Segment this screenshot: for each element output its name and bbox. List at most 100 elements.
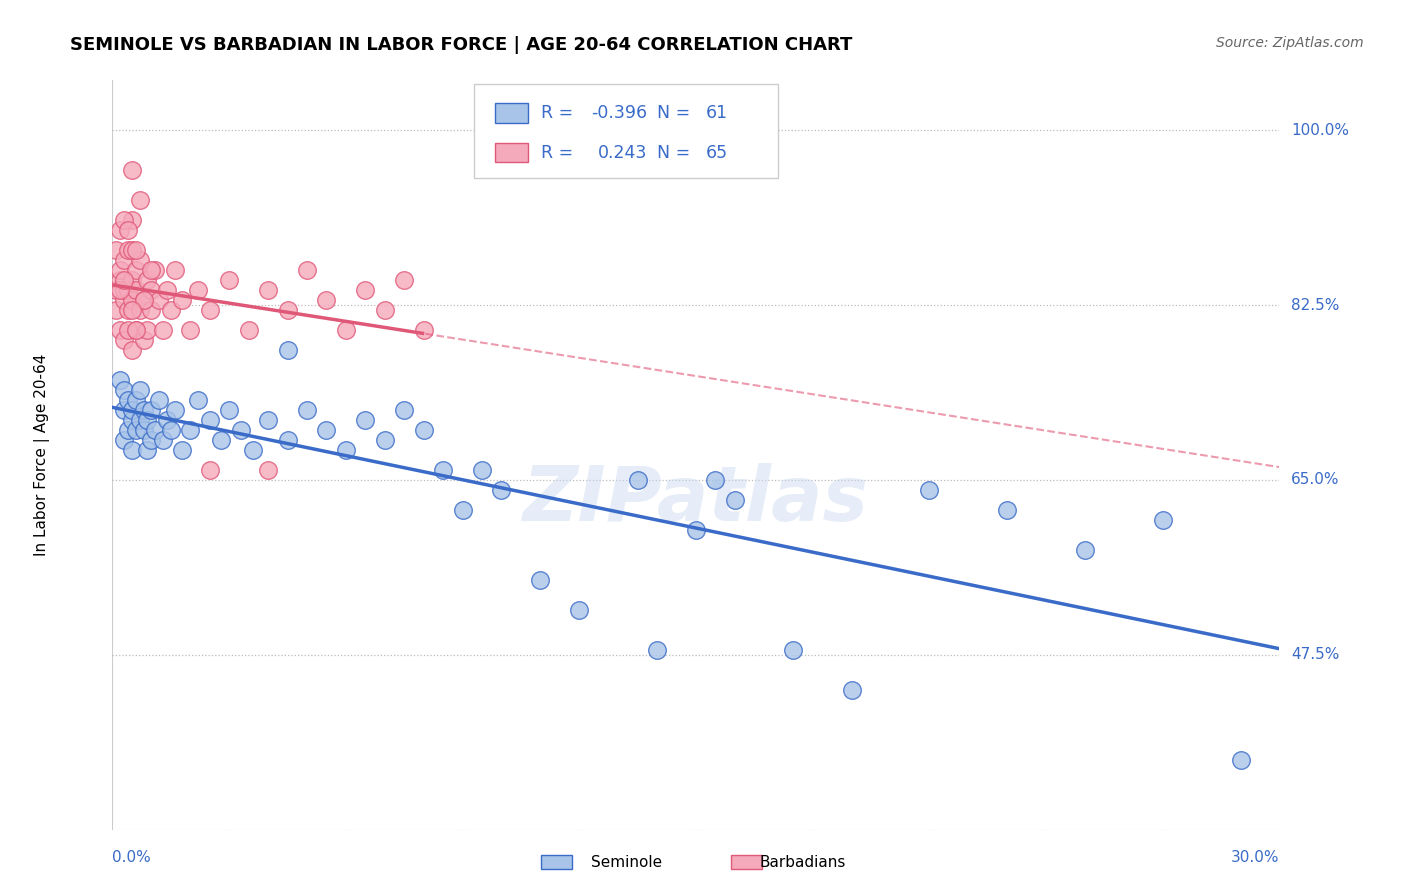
Point: [152, 323, 174, 337]
Point: [117, 303, 139, 318]
Point: [141, 303, 163, 318]
Point: [198, 463, 221, 477]
Point: [141, 433, 163, 447]
Point: [112, 383, 135, 397]
Point: [112, 333, 135, 347]
Point: [242, 442, 264, 457]
Text: Seminole: Seminole: [591, 855, 662, 870]
Point: [412, 423, 434, 437]
Point: [128, 193, 150, 207]
Point: [163, 263, 186, 277]
FancyBboxPatch shape: [474, 84, 778, 178]
Text: 82.5%: 82.5%: [1291, 298, 1340, 312]
Point: [112, 213, 135, 227]
Point: [724, 492, 747, 507]
Point: [141, 403, 163, 417]
Point: [257, 283, 280, 297]
Point: [412, 323, 434, 337]
Text: 65.0%: 65.0%: [1291, 473, 1340, 487]
Point: [128, 303, 150, 318]
Text: ZIPatlas: ZIPatlas: [523, 463, 869, 537]
Point: [110, 373, 132, 387]
Point: [143, 263, 166, 277]
Point: [238, 323, 260, 337]
Point: [198, 413, 221, 427]
Point: [229, 423, 252, 437]
Point: [163, 403, 186, 417]
Point: [394, 273, 416, 287]
Text: 0.0%: 0.0%: [112, 849, 152, 864]
Point: [276, 343, 298, 357]
Point: [121, 273, 143, 287]
Point: [257, 463, 280, 477]
Point: [257, 413, 280, 427]
Point: [218, 273, 240, 287]
Point: [354, 413, 377, 427]
Point: [152, 433, 174, 447]
Point: [432, 463, 454, 477]
Point: [125, 323, 148, 337]
Point: [187, 283, 209, 297]
Point: [136, 273, 159, 287]
Point: [276, 433, 298, 447]
Text: Source: ZipAtlas.com: Source: ZipAtlas.com: [1216, 36, 1364, 50]
Point: [1074, 542, 1097, 557]
Point: [121, 293, 143, 307]
Point: [156, 283, 179, 297]
Point: [121, 442, 143, 457]
Text: 65: 65: [706, 144, 727, 161]
Point: [132, 423, 155, 437]
Point: [121, 413, 143, 427]
Point: [112, 253, 135, 268]
Point: [105, 243, 128, 257]
Point: [117, 283, 139, 297]
Point: [117, 392, 139, 407]
Point: [148, 293, 170, 307]
Point: [110, 223, 132, 237]
Point: [132, 293, 155, 307]
Point: [141, 283, 163, 297]
Point: [295, 403, 318, 417]
Point: [1152, 513, 1174, 527]
Point: [121, 163, 143, 178]
Point: [112, 293, 135, 307]
Point: [315, 293, 337, 307]
Point: [471, 463, 494, 477]
Point: [128, 413, 150, 427]
Point: [117, 243, 139, 257]
Point: [782, 642, 804, 657]
Point: [112, 403, 135, 417]
Point: [276, 303, 298, 318]
Text: SEMINOLE VS BARBADIAN IN LABOR FORCE | AGE 20-64 CORRELATION CHART: SEMINOLE VS BARBADIAN IN LABOR FORCE | A…: [70, 36, 852, 54]
Point: [491, 483, 513, 497]
Point: [105, 283, 128, 297]
Point: [354, 283, 377, 297]
Point: [117, 423, 139, 437]
Point: [209, 433, 232, 447]
Point: [841, 682, 863, 697]
Point: [125, 392, 148, 407]
Text: R =: R =: [541, 104, 574, 122]
Point: [374, 303, 396, 318]
Point: [627, 473, 650, 487]
Point: [148, 392, 170, 407]
Point: [121, 303, 143, 318]
Point: [112, 273, 135, 287]
Point: [568, 603, 591, 617]
Bar: [731, 855, 762, 869]
Point: [160, 423, 183, 437]
Bar: [495, 103, 527, 123]
Point: [132, 403, 155, 417]
Point: [125, 423, 148, 437]
Point: [179, 423, 201, 437]
Text: 100.0%: 100.0%: [1291, 123, 1350, 137]
Point: [128, 383, 150, 397]
Point: [110, 323, 132, 337]
Point: [374, 433, 396, 447]
Point: [172, 442, 194, 457]
Text: 0.243: 0.243: [598, 144, 647, 161]
Point: [110, 263, 132, 277]
Point: [121, 213, 143, 227]
Point: [121, 343, 143, 357]
Point: [704, 473, 727, 487]
